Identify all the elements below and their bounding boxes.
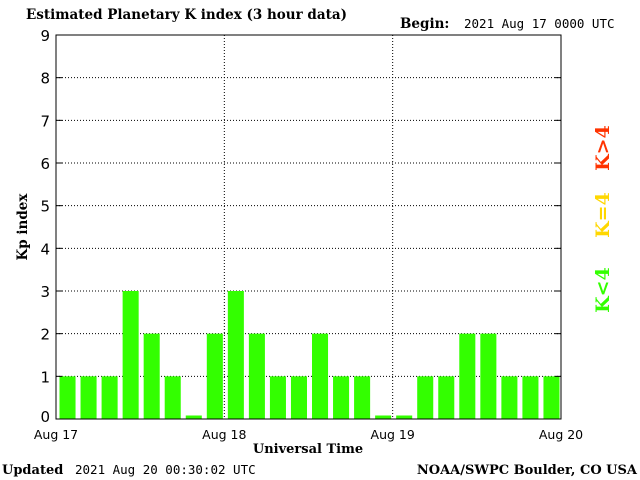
kp-bar xyxy=(312,333,329,419)
kp-bar xyxy=(248,333,265,419)
updated-value: 2021 Aug 20 00:30:02 UTC xyxy=(75,462,256,477)
y-axis-ticks: 0 1 2 3 4 5 6 7 8 9 xyxy=(40,27,561,426)
bars xyxy=(59,291,560,419)
kp-bar xyxy=(185,415,202,419)
kp-bar xyxy=(543,376,560,419)
y-tick-label: 9 xyxy=(40,27,50,45)
y-tick-label: 5 xyxy=(40,198,50,216)
begin-label: Begin: xyxy=(400,16,449,32)
x-tick-label: Aug 17 xyxy=(34,427,78,442)
y-tick-label: 3 xyxy=(40,283,50,301)
kp-bar xyxy=(164,376,181,419)
y-tick-label: 1 xyxy=(40,368,50,386)
kp-bar xyxy=(122,291,139,419)
kp-bar xyxy=(459,333,476,419)
kp-bar xyxy=(101,376,118,419)
legend-k-equals-4: K=4 xyxy=(592,192,614,238)
kp-bar xyxy=(80,376,97,419)
kp-bar xyxy=(333,376,350,419)
y-tick-label: 7 xyxy=(40,112,50,130)
kp-bar xyxy=(480,333,497,419)
y-tick-label: 0 xyxy=(40,408,50,426)
kp-bar xyxy=(143,333,160,419)
x-axis-label: Universal Time xyxy=(253,442,363,457)
plot-frame xyxy=(55,34,562,420)
y-tick-label: 8 xyxy=(40,70,50,88)
kp-bar xyxy=(522,376,539,419)
kp-bar xyxy=(206,333,223,419)
x-tick-label: Aug 19 xyxy=(371,427,415,442)
legend-k-below-4: K<4 xyxy=(592,267,614,313)
kp-bar xyxy=(354,376,371,419)
kp-bar xyxy=(396,415,413,419)
legend-k-above-4: K>4 xyxy=(592,125,614,171)
kp-bar xyxy=(501,376,518,419)
x-tick-label: Aug 20 xyxy=(539,427,583,442)
kp-bar xyxy=(290,376,307,419)
updated-label: Updated xyxy=(2,463,63,478)
kp-bar xyxy=(438,376,455,419)
credit-text: NOAA/SWPC Boulder, CO USA xyxy=(417,463,638,478)
grid-lines xyxy=(56,35,561,419)
chart-title: Estimated Planetary K index (3 hour data… xyxy=(26,7,347,23)
kp-bar xyxy=(227,291,244,419)
x-axis-ticks: Aug 17 Aug 18 Aug 19 Aug 20 xyxy=(34,427,583,442)
y-tick-label: 2 xyxy=(40,326,50,344)
kp-bar xyxy=(375,415,392,419)
kp-bar xyxy=(269,376,286,419)
x-tick-label: Aug 18 xyxy=(202,427,246,442)
kp-bar xyxy=(417,376,434,419)
begin-value: 2021 Aug 17 0000 UTC xyxy=(464,16,615,31)
y-tick-label: 4 xyxy=(40,240,50,258)
kp-bar xyxy=(59,376,76,419)
y-tick-label: 6 xyxy=(40,155,50,173)
y-axis-label: Kp index xyxy=(15,193,31,261)
